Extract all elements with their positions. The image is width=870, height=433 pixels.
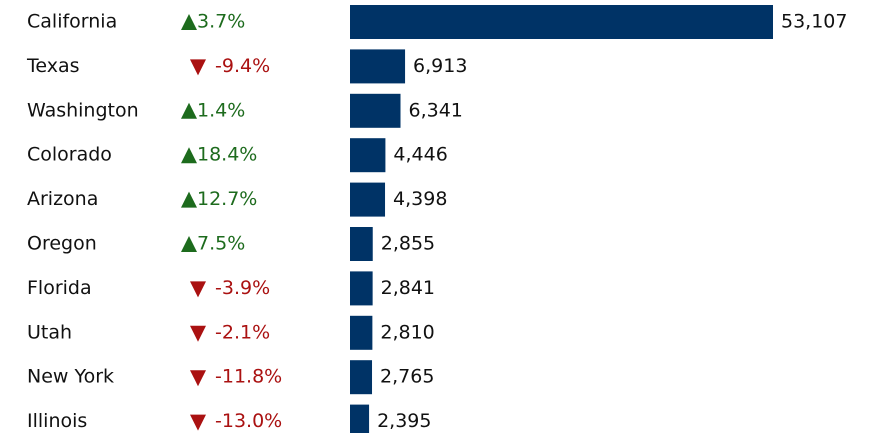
category-label: Oregon bbox=[27, 233, 97, 255]
bar bbox=[350, 49, 406, 84]
up-arrow bbox=[181, 191, 197, 208]
category-label: New York bbox=[27, 366, 114, 388]
up-arrow bbox=[181, 236, 197, 252]
bar bbox=[350, 5, 773, 39]
bar bbox=[350, 182, 386, 217]
value-label: 4,398 bbox=[393, 188, 447, 210]
change-label: 7.5% bbox=[197, 233, 245, 255]
down-arrow bbox=[190, 370, 206, 387]
category-label: Florida bbox=[27, 277, 92, 299]
category-label: Colorado bbox=[27, 144, 112, 166]
change-label: 3.7% bbox=[197, 11, 245, 33]
bar bbox=[350, 138, 386, 173]
bar bbox=[350, 315, 373, 350]
up-arrow bbox=[181, 14, 197, 30]
change-label: -9.4% bbox=[215, 55, 270, 77]
down-arrow bbox=[190, 281, 206, 298]
value-label: 4,446 bbox=[393, 144, 447, 166]
bar bbox=[350, 360, 373, 395]
value-label: 2,765 bbox=[380, 366, 434, 388]
value-label: 2,855 bbox=[381, 233, 435, 255]
up-arrow bbox=[181, 102, 197, 119]
up-arrow bbox=[181, 147, 197, 164]
change-label: 1.4% bbox=[197, 99, 245, 121]
bar bbox=[350, 227, 373, 261]
category-label: Texas bbox=[26, 55, 80, 77]
category-label: Utah bbox=[27, 321, 72, 343]
category-label: Illinois bbox=[27, 410, 87, 432]
change-label: -3.9% bbox=[215, 277, 270, 299]
down-arrow bbox=[190, 414, 206, 431]
value-label: 53,107 bbox=[781, 11, 847, 33]
value-label: 6,913 bbox=[413, 55, 467, 77]
bar bbox=[350, 404, 370, 433]
value-label: 2,810 bbox=[380, 321, 434, 343]
category-label: California bbox=[27, 11, 117, 33]
change-label: 12.7% bbox=[197, 188, 257, 210]
value-label: 6,341 bbox=[409, 99, 463, 121]
down-arrow bbox=[190, 59, 206, 76]
change-label: -13.0% bbox=[215, 410, 282, 432]
category-label: Arizona bbox=[27, 188, 98, 210]
category-label: Washington bbox=[27, 99, 139, 121]
change-label: -2.1% bbox=[215, 321, 270, 343]
change-label: -11.8% bbox=[215, 366, 282, 388]
bar bbox=[350, 93, 401, 128]
change-label: 18.4% bbox=[197, 144, 257, 166]
value-label: 2,395 bbox=[377, 410, 431, 432]
value-label: 2,841 bbox=[381, 277, 435, 299]
bar bbox=[350, 271, 373, 306]
down-arrow bbox=[190, 325, 206, 342]
